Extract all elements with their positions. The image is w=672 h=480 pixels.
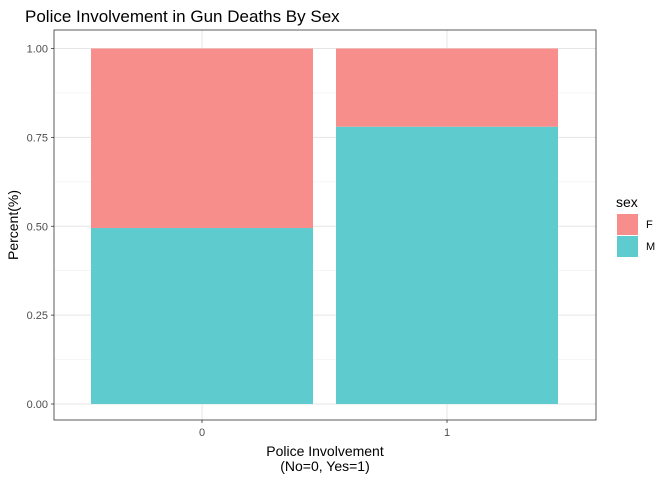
legend-title: sex: [616, 194, 638, 210]
y-tick-label: 0.00: [27, 399, 48, 411]
y-tick-label: 0.75: [27, 132, 48, 144]
bar-0-F: [91, 48, 313, 229]
y-tick-label: 1.00: [27, 44, 48, 56]
x-tick-label: 1: [444, 427, 450, 439]
y-tick-label: 0.50: [27, 221, 48, 233]
bars: [91, 48, 558, 405]
y-axis-ticks: 0.00 0.25 0.50 0.75 1.00: [27, 44, 54, 411]
plot-border: [53, 29, 597, 421]
legend-label-F: F: [646, 219, 653, 231]
y-axis-title: Percent(%): [5, 190, 21, 260]
bar-0-M: [91, 228, 313, 404]
bar-1-M: [336, 126, 558, 405]
x-tick-label: 0: [199, 427, 205, 439]
chart-title: Police Involvement in Gun Deaths By Sex: [25, 7, 340, 26]
legend-swatch-M: [617, 236, 638, 257]
x-axis-title-line-1: Police Involvement: [266, 443, 384, 459]
legend-label-M: M: [646, 241, 655, 253]
legend-swatch-F: [617, 214, 638, 235]
y-tick-label: 0.25: [27, 310, 48, 322]
x-axis-title-line-2: (No=0, Yes=1): [280, 458, 370, 474]
legend: sex FM: [616, 194, 655, 257]
bar-1-F: [336, 48, 558, 127]
